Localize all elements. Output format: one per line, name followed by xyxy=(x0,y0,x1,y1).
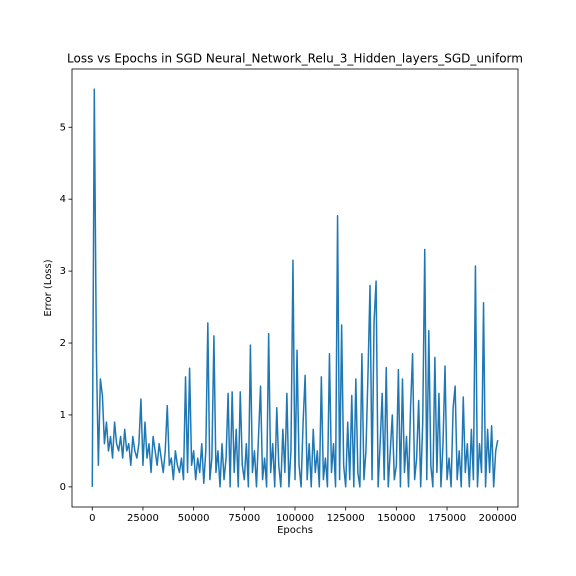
y-tick-label: 2 xyxy=(60,338,66,349)
x-tick-label: 100000 xyxy=(276,513,314,524)
x-tick-label: 75000 xyxy=(228,513,260,524)
y-tick-label: 3 xyxy=(60,266,66,277)
x-tick-label: 150000 xyxy=(377,513,415,524)
chart-title: Loss vs Epochs in SGD Neural_Network_Rel… xyxy=(67,52,523,66)
x-tick-label: 200000 xyxy=(479,513,517,524)
y-axis-label: Error (Loss) xyxy=(43,259,54,316)
y-tick-label: 1 xyxy=(60,410,66,421)
plot-frame xyxy=(71,68,519,508)
x-tick-label: 175000 xyxy=(428,513,466,524)
loss-line xyxy=(91,88,499,488)
x-tick-label: 50000 xyxy=(178,513,210,524)
x-tick-label: 25000 xyxy=(127,513,159,524)
y-tick-label: 0 xyxy=(60,482,66,493)
x-tick-label: 125000 xyxy=(327,513,365,524)
y-tick-label: 4 xyxy=(60,194,66,205)
x-tick-label: 0 xyxy=(89,513,95,524)
x-axis-label: Epochs xyxy=(277,525,313,536)
y-tick-label: 5 xyxy=(60,122,66,133)
